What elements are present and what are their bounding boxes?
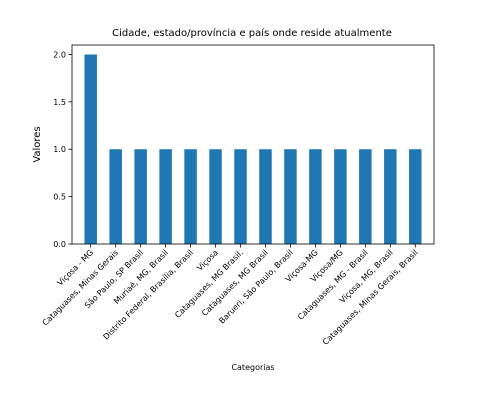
bars-group (84, 54, 422, 244)
bar (84, 54, 97, 244)
y-axis: 0.0 0.5 1.0 1.5 2.0 (53, 50, 72, 249)
bar (259, 149, 272, 244)
y-tick-label: 1.0 (53, 145, 66, 154)
bar (284, 149, 297, 244)
y-tick-label: 0.0 (53, 240, 66, 249)
y-tick-label: 1.5 (53, 98, 66, 107)
bar (359, 149, 372, 244)
y-tick-label: 0.5 (53, 193, 66, 202)
x-axis-label: Categorias (231, 363, 274, 372)
plot-frame (71, 44, 435, 245)
bar (384, 149, 397, 244)
y-tick-label: 2.0 (53, 50, 66, 59)
bar (184, 149, 197, 244)
bar (234, 149, 247, 244)
bar (134, 149, 147, 244)
bar (309, 149, 322, 244)
bar (409, 149, 422, 244)
chart-title: Cidade, estado/província e país onde res… (112, 27, 392, 39)
bar (159, 149, 172, 244)
y-axis-label: Valores (32, 126, 43, 162)
bar (209, 149, 222, 244)
bar (334, 149, 347, 244)
bar (109, 149, 122, 244)
